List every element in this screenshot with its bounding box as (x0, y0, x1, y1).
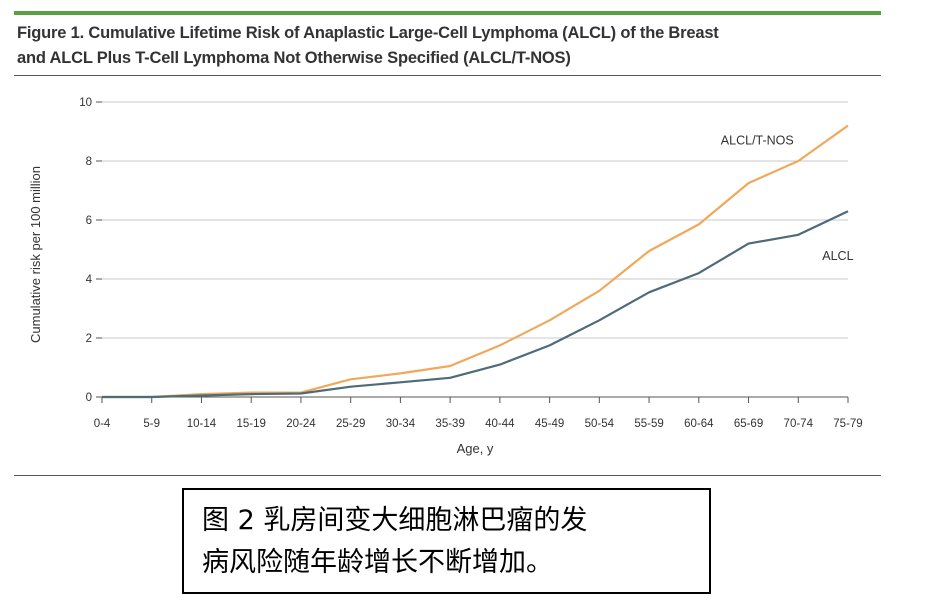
x-tick-label: 25-29 (336, 418, 365, 430)
figure-title-line-2: and ALCL Plus T-Cell Lymphoma Not Otherw… (17, 49, 571, 67)
grid-lines (102, 101, 848, 339)
series-line-alcl-t-nos (102, 124, 849, 399)
caption-line-2: 病风险随年龄增长不断增加。 (202, 547, 553, 578)
top-rule (14, 11, 881, 15)
x-tick-label: 35-39 (435, 418, 464, 430)
x-tick-label: 10-14 (187, 418, 217, 430)
bottom-rule (14, 475, 881, 476)
x-tick-label: 15-19 (236, 418, 265, 430)
y-tick-label: 8 (86, 156, 92, 168)
x-tick-label: 40-44 (485, 418, 515, 430)
series-lines (102, 124, 849, 399)
y-tick-label: 10 (79, 97, 92, 109)
caption-box: 图 2 乳房间变大细胞淋巴瘤的发 病风险随年龄增长不断增加。 (182, 488, 711, 594)
x-tick-label: 55-59 (634, 418, 663, 430)
x-tick-label: 60-64 (684, 418, 714, 430)
x-tick-label: 0-4 (94, 418, 111, 430)
x-tick-label: 45-49 (535, 418, 564, 430)
x-axis-title: Age, y (457, 441, 494, 456)
x-tick-label: 20-24 (286, 418, 316, 430)
title-rule (14, 75, 881, 76)
y-tick-label: 6 (86, 215, 92, 227)
line-chart: 0 2 4 6 8 10 0-4 5-9 10-14 15-19 20-24 25-29 30-34 35… (28, 97, 863, 456)
x-tick-label: 70-74 (784, 418, 814, 430)
series-label-alcl: ALCL (822, 249, 853, 263)
chart-labels: 0 2 4 6 8 10 0-4 5-9 10-14 15-19 20-24 25-29 30-34 35… (28, 97, 863, 456)
x-tick-label: 5-9 (143, 418, 160, 430)
y-tick-label: 2 (86, 333, 92, 345)
axes (96, 101, 849, 403)
caption-line-1: 图 2 乳房间变大细胞淋巴瘤的发 (202, 505, 588, 536)
figure-title-line-1: Figure 1. Cumulative Lifetime Risk of An… (17, 24, 719, 42)
y-tick-label: 0 (86, 392, 92, 404)
series-line-alcl (102, 210, 849, 399)
series-label-alcl-t-nos: ALCL/T-NOS (721, 133, 794, 147)
figure-title: Figure 1. Cumulative Lifetime Risk of An… (17, 21, 877, 71)
x-tick-label: 75-79 (833, 418, 862, 430)
x-tick-label: 50-54 (585, 418, 615, 430)
x-tick-label: 65-69 (734, 418, 763, 430)
y-tick-label: 4 (86, 274, 93, 286)
x-tick-label: 30-34 (386, 418, 416, 430)
y-axis-title: Cumulative risk per 100 million (28, 166, 43, 343)
